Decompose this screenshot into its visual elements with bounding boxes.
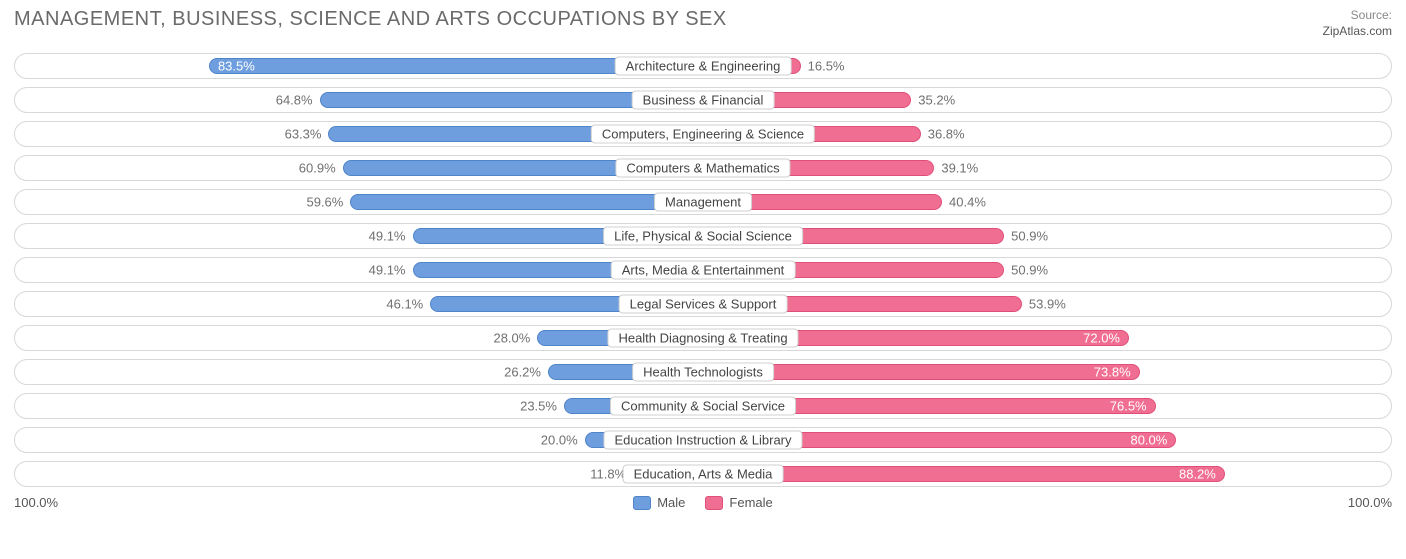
- legend-female: Female: [705, 495, 772, 510]
- male-value: 59.6%: [306, 195, 343, 210]
- chart-row: 64.8% 35.2% Business & Financial: [14, 87, 1392, 113]
- female-value: 72.0%: [1083, 331, 1120, 346]
- male-value: 60.9%: [299, 161, 336, 176]
- chart-header: MANAGEMENT, BUSINESS, SCIENCE AND ARTS O…: [14, 8, 1392, 39]
- category-label: Architecture & Engineering: [615, 57, 792, 76]
- category-label: Legal Services & Support: [619, 295, 788, 314]
- axis-right-label: 100.0%: [1348, 495, 1392, 510]
- female-value: 80.0%: [1130, 433, 1167, 448]
- chart-row: 26.2% 73.8% Health Technologists: [14, 359, 1392, 385]
- category-label: Business & Financial: [632, 91, 775, 110]
- chart-row: 59.6% 40.4% Management: [14, 189, 1392, 215]
- chart-title: MANAGEMENT, BUSINESS, SCIENCE AND ARTS O…: [14, 8, 727, 31]
- female-value: 76.5%: [1110, 399, 1147, 414]
- male-value: 20.0%: [541, 433, 578, 448]
- male-value: 83.5%: [218, 59, 255, 74]
- category-label: Management: [654, 193, 752, 212]
- male-value: 26.2%: [504, 365, 541, 380]
- chart-row: 28.0% 72.0% Health Diagnosing & Treating: [14, 325, 1392, 351]
- category-label: Community & Social Service: [610, 397, 796, 416]
- category-label: Life, Physical & Social Science: [603, 227, 803, 246]
- female-value: 40.4%: [949, 195, 986, 210]
- legend-male-label: Male: [657, 495, 685, 510]
- chart-row: 63.3% 36.8% Computers, Engineering & Scien…: [14, 121, 1392, 147]
- source-label: Source:: [1351, 8, 1392, 22]
- swatch-male: [633, 496, 651, 510]
- category-label: Health Diagnosing & Treating: [607, 329, 798, 348]
- female-value: 16.5%: [808, 59, 845, 74]
- category-label: Education Instruction & Library: [603, 431, 802, 450]
- chart-row: 49.1% 50.9% Life, Physical & Social Scienc…: [14, 223, 1392, 249]
- category-label: Health Technologists: [632, 363, 774, 382]
- female-value: 39.1%: [941, 161, 978, 176]
- category-label: Computers & Mathematics: [615, 159, 790, 178]
- male-value: 46.1%: [386, 297, 423, 312]
- chart-row: 23.5% 76.5% Community & Social Service: [14, 393, 1392, 419]
- female-value: 50.9%: [1011, 263, 1048, 278]
- diverging-bar-chart: 83.5% 16.5% Architecture & Engineering 64.8…: [14, 53, 1392, 487]
- chart-footer: 100.0% Male Female 100.0%: [14, 495, 1392, 510]
- source-attribution: Source: ZipAtlas.com: [1323, 8, 1392, 39]
- male-value: 28.0%: [493, 331, 530, 346]
- male-bar: 59.6%: [350, 194, 703, 210]
- male-value: 49.1%: [369, 229, 406, 244]
- female-value: 50.9%: [1011, 229, 1048, 244]
- female-value: 53.9%: [1029, 297, 1066, 312]
- category-label: Arts, Media & Entertainment: [611, 261, 796, 280]
- category-label: Education, Arts & Media: [623, 465, 784, 484]
- chart-row: 49.1% 50.9% Arts, Media & Entertainment: [14, 257, 1392, 283]
- female-value: 88.2%: [1179, 467, 1216, 482]
- male-value: 63.3%: [285, 127, 322, 142]
- chart-row: 46.1% 53.9% Legal Services & Support: [14, 291, 1392, 317]
- chart-row: 60.9% 39.1% Computers & Mathematics: [14, 155, 1392, 181]
- category-label: Computers, Engineering & Science: [591, 125, 815, 144]
- male-value: 64.8%: [276, 93, 313, 108]
- axis-left-label: 100.0%: [14, 495, 58, 510]
- legend-female-label: Female: [729, 495, 772, 510]
- swatch-female: [705, 496, 723, 510]
- female-value: 73.8%: [1094, 365, 1131, 380]
- male-value: 49.1%: [369, 263, 406, 278]
- chart-row: 11.8% 88.2% Education, Arts & Media: [14, 461, 1392, 487]
- female-value: 36.8%: [928, 127, 965, 142]
- legend: Male Female: [633, 495, 773, 510]
- male-value: 23.5%: [520, 399, 557, 414]
- chart-row: 83.5% 16.5% Architecture & Engineering: [14, 53, 1392, 79]
- female-value: 35.2%: [918, 93, 955, 108]
- source-name: ZipAtlas.com: [1323, 24, 1392, 38]
- male-value: 11.8%: [590, 467, 626, 482]
- chart-row: 20.0% 80.0% Education Instruction & Librar…: [14, 427, 1392, 453]
- legend-male: Male: [633, 495, 685, 510]
